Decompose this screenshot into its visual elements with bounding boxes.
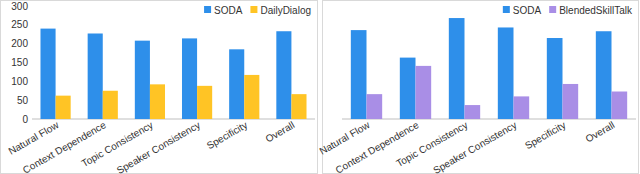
x-tick-label: Overall [263,119,296,144]
x-tick-label: Specificity [205,119,249,151]
bar [563,84,579,119]
x-axis [342,119,636,120]
legend-label: SODA [214,5,243,16]
bar [612,92,628,119]
bars [351,18,627,119]
figure: 050100150200250300Natural FlowContext De… [0,0,640,174]
bar [291,94,306,119]
y-tick-label: 0 [22,114,28,125]
x-tick-label: Overall [584,119,617,144]
x-tick-label: Speaker Consistency [431,119,518,174]
bar [449,18,465,119]
bar [103,91,118,119]
y-tick-label: 200 [11,38,28,49]
bar [56,96,71,119]
bar [229,49,244,119]
legend-label: DailyDialog [260,5,311,16]
bar [547,38,563,119]
bar [88,33,103,119]
x-tick-label: Specificity [523,119,567,151]
bar [367,94,383,119]
y-tick-label: 100 [11,76,28,87]
bar [40,29,55,119]
bar [514,96,530,119]
bar [596,31,612,119]
bar [135,41,150,119]
bar [244,75,259,119]
legend-label: BlendedSkillTalk [559,5,633,16]
x-tick-label: Context Dependence [21,119,108,174]
legend-label: SODA [513,5,542,16]
y-tick-label: 250 [11,19,28,30]
bar [351,30,367,119]
bar [182,38,197,119]
legend-swatch [250,6,257,13]
bar [498,27,514,119]
y-tick-label: 150 [11,57,28,68]
bar [400,58,416,119]
bar [150,84,165,119]
bar [465,105,481,119]
legend-swatch [549,6,556,13]
y-tick-label: 300 [11,1,28,12]
x-tick-label: Context Dependence [334,119,421,174]
legend-swatch [503,6,510,13]
bar [276,31,291,119]
x-tick-label: Speaker Consistency [115,119,202,174]
bars [40,29,306,119]
bar [416,66,432,119]
x-axis [32,119,315,120]
legend-swatch [204,6,211,13]
bar [197,86,212,119]
y-tick-label: 50 [17,95,29,106]
